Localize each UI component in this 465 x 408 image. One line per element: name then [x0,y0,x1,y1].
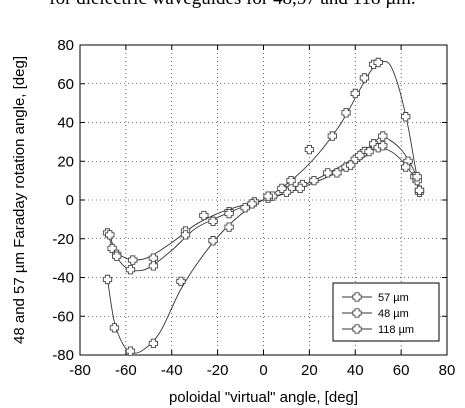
y-tick-labels: -80 -60 -40 -20 0 20 40 60 80 [52,37,74,364]
y-tick-label: 80 [57,37,74,54]
data-point-series-1 [378,141,388,151]
legend-label: 48 µm [378,308,409,320]
data-point-series-1 [332,168,342,178]
y-tick-label: 0 [66,192,74,209]
data-point-series-2 [412,172,422,182]
fit-curve-1 [109,147,420,272]
data-point-series-2 [109,323,120,333]
legend: 57 µm 48 µm 118 µm [332,282,440,342]
legend-item: 118 µm [342,324,414,336]
data-point-series-1 [295,183,305,194]
legend-marker [352,308,362,318]
x-tick-label: 80 [439,362,456,379]
data-point-series-2 [208,236,218,246]
data-point-series-2 [401,112,411,122]
x-tick-label: -20 [207,362,229,379]
data-point-series-2 [286,175,296,186]
y-tick-label: -60 [52,308,74,325]
data-point-series-0 [323,168,333,178]
y-tick-label: -40 [52,270,74,287]
y-tick-label: -80 [52,347,74,364]
data-point-series-2 [263,191,273,201]
data-point-series-2 [414,185,425,195]
data-point-series-2 [341,108,351,118]
data-point-series-1 [401,162,411,172]
data-point-series-0 [148,253,159,263]
y-tick-label: -20 [52,231,74,248]
data-point-series-0 [378,131,388,141]
data-point-series-0 [199,210,209,221]
data-point-series-2 [373,57,383,68]
legend-marker [352,324,362,334]
legend-item: 48 µm [342,308,409,320]
x-tick-label: 40 [347,362,364,379]
data-point-series-0 [128,255,138,265]
axis-ticks [79,44,448,356]
x-tick-label: 60 [393,362,410,379]
data-point-series-2 [125,346,136,356]
data-point-series-1 [105,230,115,240]
data-point-series-1 [364,146,374,157]
data-point-series-2 [304,144,315,155]
x-tick-labels: -80 -60 -40 -20 0 20 40 60 80 [69,362,455,379]
x-tick-label: -60 [115,362,137,379]
y-tick-label: 40 [57,115,74,132]
x-axis-label: poloidal "virtual" angle, [deg] [169,389,358,406]
x-tick-label: -40 [161,362,183,379]
legend-label: 118 µm [378,324,414,336]
legend-label: 57 µm [378,292,409,304]
data-point-series-1 [148,261,159,271]
y-axis-label: 48 and 57 µm Faraday rotation angle, [de… [11,56,28,344]
data-point-series-1 [125,265,136,275]
data-point-series-1 [180,230,191,240]
data-point-series-2 [102,274,113,285]
data-point-series-2 [277,183,287,194]
data-point-series-1 [309,175,319,186]
legend-box [332,282,440,342]
x-tick-label: 0 [259,362,267,379]
legend-marker [352,292,362,302]
data-point-series-1 [208,216,218,226]
data-point-series-1 [346,160,356,170]
figure-caption: for dielectric waveguides for 48,57 and … [0,0,465,10]
y-tick-label: 20 [57,153,74,170]
data-point-series-2 [176,276,186,287]
legend-item: 57 µm [342,292,409,304]
data-point-series-1 [224,208,234,219]
data-point-series-2 [148,338,159,349]
data-point-series-2 [327,131,337,141]
data-point-series-2 [240,203,250,213]
data-point-series-1 [112,251,122,261]
data-point-series-1 [355,150,365,161]
data-point-series-2 [224,222,234,232]
data-markers [102,57,425,356]
x-tick-label: 20 [301,362,318,379]
data-point-series-2 [359,73,370,83]
x-tick-label: -80 [69,362,91,379]
y-tick-label: 60 [57,76,74,93]
data-point-series-2 [350,88,360,99]
data-point-series-1 [247,199,257,209]
